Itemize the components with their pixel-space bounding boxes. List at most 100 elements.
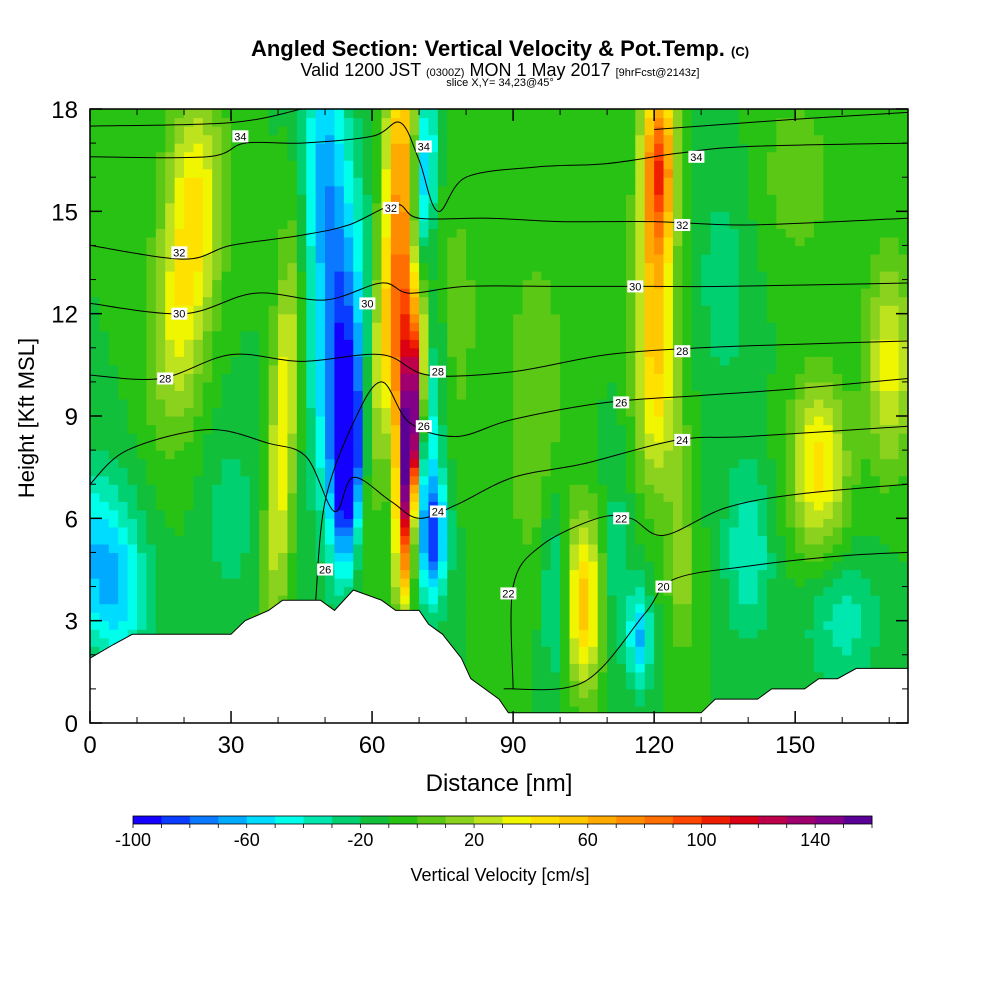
velocity-cell <box>663 322 674 332</box>
velocity-cell <box>315 117 326 127</box>
velocity-cell <box>719 552 730 562</box>
velocity-cell <box>184 356 195 366</box>
velocity-cell <box>108 202 119 212</box>
velocity-cell <box>108 433 119 443</box>
velocity-cell <box>202 586 213 596</box>
velocity-cell <box>644 654 655 664</box>
velocity-cell <box>221 211 232 221</box>
velocity-cell <box>560 697 571 707</box>
velocity-cell <box>484 637 495 647</box>
velocity-cell <box>390 151 401 161</box>
velocity-cell <box>541 168 552 178</box>
velocity-cell <box>550 322 561 332</box>
velocity-cell <box>212 143 223 153</box>
velocity-cell <box>212 407 223 417</box>
velocity-cell <box>531 501 542 511</box>
velocity-cell <box>672 535 683 545</box>
velocity-cell <box>127 211 138 221</box>
velocity-cell <box>569 458 580 468</box>
velocity-cell <box>494 253 505 264</box>
velocity-cell <box>296 552 307 562</box>
velocity-cell <box>127 578 138 588</box>
velocity-cell <box>578 168 589 178</box>
velocity-cell <box>287 288 298 298</box>
velocity-cell <box>541 646 552 656</box>
velocity-cell <box>569 126 580 136</box>
velocity-cell <box>428 390 439 400</box>
velocity-cell <box>137 228 148 238</box>
velocity-cell <box>409 330 420 340</box>
velocity-cell <box>306 253 317 264</box>
velocity-cell <box>701 467 712 477</box>
velocity-cell <box>701 339 712 349</box>
velocity-cell <box>325 236 336 247</box>
velocity-cell <box>513 441 524 451</box>
velocity-cell <box>409 381 420 392</box>
velocity-cell <box>729 629 740 639</box>
velocity-cell <box>541 330 552 340</box>
velocity-cell <box>118 398 129 409</box>
velocity-cell <box>315 518 326 528</box>
velocity-cell <box>710 398 721 409</box>
velocity-cell <box>701 501 712 511</box>
velocity-cell <box>278 168 289 178</box>
velocity-cell <box>578 492 589 502</box>
velocity-cell <box>447 373 458 383</box>
velocity-cell <box>400 134 411 144</box>
velocity-cell <box>531 560 542 571</box>
velocity-cell <box>456 501 467 511</box>
velocity-cell <box>616 688 627 699</box>
velocity-cell <box>287 271 298 281</box>
velocity-cell <box>372 236 383 247</box>
velocity-cell <box>672 526 683 536</box>
velocity-cell <box>419 381 430 392</box>
velocity-cell <box>400 560 411 571</box>
velocity-cell <box>381 288 392 298</box>
velocity-cell <box>654 262 665 272</box>
velocity-cell <box>343 552 354 562</box>
velocity-cell <box>381 194 392 204</box>
velocity-cell <box>475 236 486 247</box>
velocity-cell <box>287 126 298 136</box>
velocity-cell <box>400 467 411 477</box>
velocity-cell <box>654 236 665 247</box>
velocity-cell <box>174 109 185 119</box>
velocity-cell <box>193 509 204 519</box>
velocity-cell <box>259 501 270 511</box>
velocity-cell <box>184 467 195 477</box>
velocity-cell <box>691 356 702 366</box>
velocity-cell <box>541 219 552 229</box>
velocity-cell <box>353 450 364 460</box>
velocity-cell <box>212 364 223 374</box>
velocity-cell <box>419 160 430 170</box>
velocity-cell <box>654 433 665 443</box>
velocity-cell <box>381 509 392 519</box>
velocity-cell <box>447 202 458 212</box>
velocity-cell <box>644 637 655 647</box>
velocity-cell <box>249 526 260 536</box>
velocity-cell <box>560 535 571 545</box>
velocity-cell <box>193 586 204 596</box>
velocity-cell <box>296 143 307 153</box>
velocity-cell <box>466 253 477 264</box>
velocity-cell <box>569 143 580 153</box>
velocity-cell <box>221 202 232 212</box>
velocity-cell <box>278 322 289 332</box>
velocity-cell <box>212 569 223 579</box>
velocity-cell <box>259 296 270 306</box>
velocity-cell <box>287 305 298 315</box>
velocity-cell <box>616 381 627 392</box>
velocity-cell <box>466 663 477 673</box>
velocity-cell <box>635 578 646 588</box>
velocity-cell <box>625 322 636 332</box>
velocity-cell <box>663 364 674 374</box>
velocity-cell <box>268 160 279 170</box>
velocity-cell <box>494 194 505 204</box>
velocity-cell <box>663 688 674 699</box>
velocity-cell <box>381 381 392 392</box>
velocity-cell <box>588 117 599 127</box>
velocity-cell <box>644 663 655 673</box>
velocity-cell <box>99 543 110 554</box>
velocity-cell <box>362 168 373 178</box>
velocity-cell <box>400 143 411 153</box>
